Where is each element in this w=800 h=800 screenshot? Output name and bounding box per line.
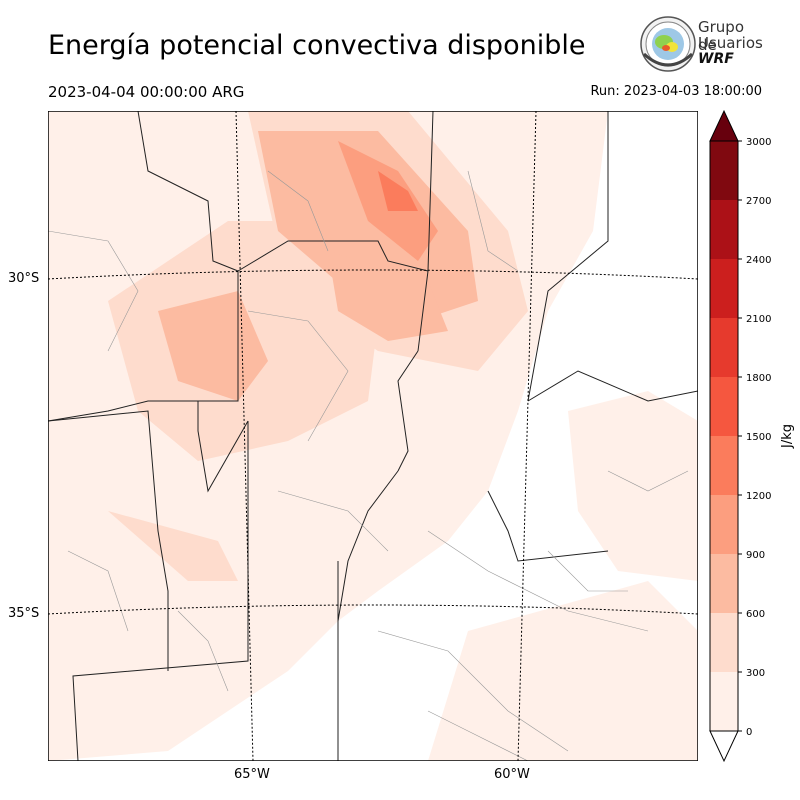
colorbar-bin (710, 318, 738, 377)
colorbar-bin (710, 672, 738, 731)
colorbar-tick-label: 2100 (746, 314, 771, 325)
lon-label-60w: 60°W (494, 767, 530, 782)
colorbar-tick-label: 1800 (746, 373, 771, 384)
lat-label-35s: 35°S (8, 606, 40, 621)
run-time: Run: 2023-04-03 18:00:00 (590, 84, 762, 99)
colorbar-bin (710, 141, 738, 200)
province-boundaries (48, 111, 698, 761)
meridian-60w (517, 111, 537, 761)
logo-globe-icon (640, 16, 696, 72)
colorbar-tick-label: 3000 (746, 137, 771, 148)
logo-line-3: WRF (698, 51, 734, 67)
map-title: Energía potencial convectiva disponible (48, 30, 586, 61)
colorbar-bin (710, 436, 738, 495)
colorbar-bin (710, 200, 738, 259)
meridian-65w (235, 111, 254, 761)
cape-map (48, 111, 698, 761)
graticule (48, 111, 698, 761)
colorbar-bin (710, 613, 738, 672)
logo-line-1: Grupo de (698, 18, 744, 54)
colorbar-tick-label: 1500 (746, 432, 771, 443)
colorbar-unit-label: J/kg (780, 424, 795, 449)
colorbar-bin (710, 259, 738, 318)
department-boundaries (48, 170, 689, 761)
colorbar-bin (710, 377, 738, 436)
valid-time: 2023-04-04 00:00:00 ARG (48, 83, 245, 101)
colorbar-tick-label: 600 (746, 609, 765, 620)
colorbar-tick-label: 2400 (746, 255, 771, 266)
parallel-35s (48, 604, 698, 615)
colorbar-bin (710, 554, 738, 613)
wrf-users-logo: Grupo de Usuarios WRF (636, 14, 766, 74)
parallel-30s (48, 269, 698, 280)
colorbar-extend-min (709, 730, 739, 763)
lon-label-65w: 65°W (234, 767, 270, 782)
colorbar-bin (710, 495, 738, 554)
colorbar-tick-label: 900 (746, 550, 765, 561)
lat-label-30s: 30°S (8, 271, 40, 286)
colorbar-tick-label: 2700 (746, 196, 771, 207)
logo-line-2: Usuarios (698, 34, 763, 52)
colorbar: 0 300 600 900 1200 1500 1800 2100 2400 2700 3000 J… (709, 109, 795, 763)
colorbar-tick-label: 300 (746, 668, 765, 679)
colorbar-tick-label: 1200 (746, 491, 771, 502)
colorbar-tick-label: 0 (746, 727, 752, 738)
colorbar-extend-max (709, 109, 739, 142)
